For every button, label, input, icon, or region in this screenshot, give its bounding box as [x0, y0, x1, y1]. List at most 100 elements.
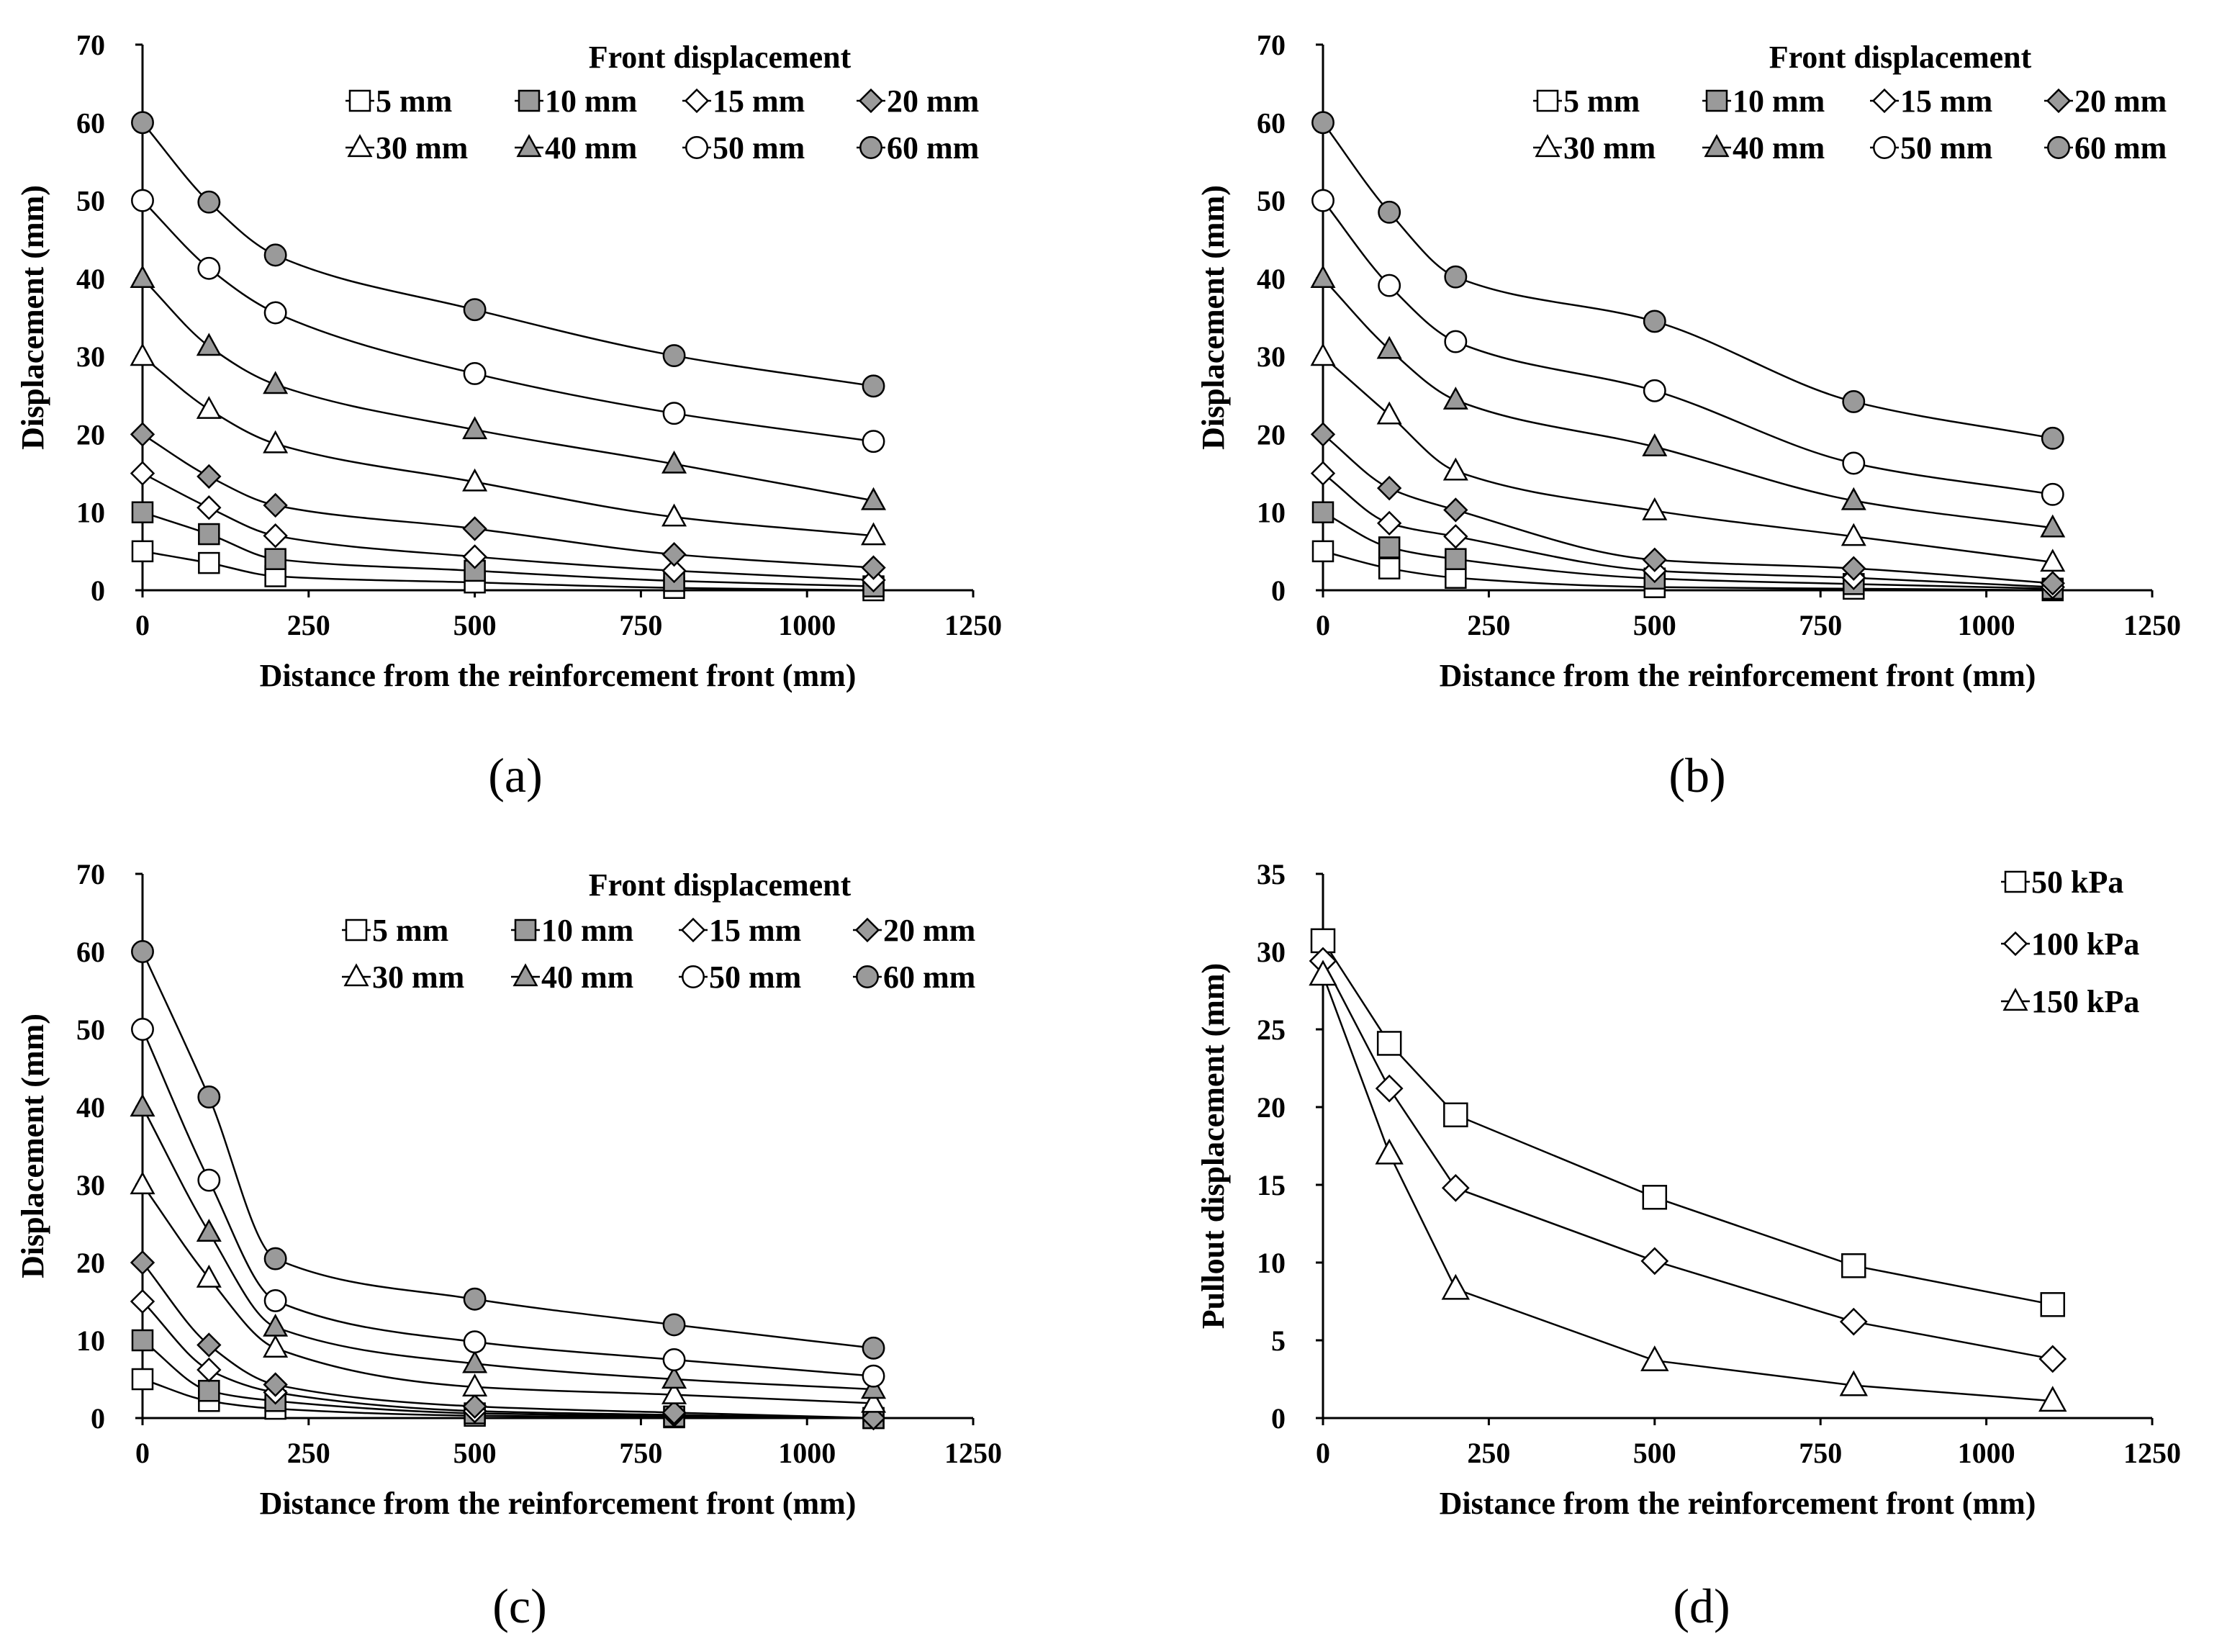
series-line	[141, 1029, 874, 1377]
legend-label: 20 mm	[883, 913, 975, 948]
data-point	[1841, 523, 1866, 546]
data-point	[661, 542, 687, 567]
series-100-kPa	[1309, 947, 2067, 1373]
data-point	[462, 516, 487, 541]
x-tick-label: 500	[453, 609, 497, 641]
panel-b: 0 10 20 30 40 50 60 70 0 250 500 750 1000 1250 Distanc…	[1196, 29, 2181, 803]
y-tick-label: 0	[1271, 1402, 1286, 1435]
data-point	[1443, 524, 1468, 549]
legend-label: 50 mm	[1900, 130, 1992, 166]
data-point	[1376, 510, 1402, 536]
data-point	[1642, 497, 1668, 520]
series-line	[141, 1106, 874, 1391]
data-point	[661, 1366, 687, 1389]
legend-label: 15 mm	[1900, 83, 1992, 119]
data-point	[1841, 487, 1866, 510]
data-point	[2040, 514, 2066, 538]
data-point	[462, 544, 487, 569]
y-tick-label: 0	[91, 574, 105, 607]
data-point	[661, 503, 687, 527]
data-point	[196, 396, 222, 419]
data-point	[661, 558, 687, 584]
data-point	[1311, 189, 1334, 212]
legend-marker	[518, 89, 541, 112]
data-point	[263, 523, 288, 549]
x-tick-label: 750	[1799, 609, 1842, 641]
y-tick-label: 15	[1257, 1169, 1286, 1201]
legend-marker	[2002, 988, 2028, 1011]
data-point	[263, 492, 288, 518]
legend-label: 30 mm	[372, 960, 464, 995]
y-tick-label: 10	[76, 1324, 105, 1357]
data-point	[263, 301, 287, 325]
legend-label: 10 mm	[541, 913, 633, 948]
legend-marker	[858, 88, 884, 114]
data-point	[1309, 960, 1337, 986]
data-point	[131, 1368, 154, 1391]
legend-label: 50 mm	[713, 130, 805, 166]
data-point	[2041, 482, 2064, 506]
legend-marker	[2002, 931, 2028, 957]
x-tick-label: 500	[1633, 1437, 1676, 1469]
y-tick-label: 40	[76, 1091, 105, 1124]
legend-label: 5 mm	[372, 913, 448, 948]
data-point	[2038, 1345, 2067, 1373]
data-point	[1310, 422, 1336, 447]
data-point	[1310, 343, 1336, 366]
data-point	[1643, 310, 1666, 333]
data-point	[130, 343, 155, 366]
series-30-mm	[1310, 343, 2066, 572]
x-tick-label: 250	[287, 609, 330, 641]
data-point	[1442, 387, 1468, 410]
legend-marker	[348, 89, 371, 112]
data-point	[197, 1332, 222, 1358]
legend: Front displacement 5 mm 10 mm 15 mm 20 mm 30 …	[1533, 40, 2167, 166]
data-point	[131, 1329, 154, 1352]
data-point	[661, 1400, 687, 1425]
y-tick-label: 60	[1257, 107, 1286, 139]
legend-label: 60 mm	[883, 960, 975, 995]
data-point	[861, 522, 887, 546]
data-point	[1376, 475, 1402, 501]
data-point	[263, 1372, 288, 1397]
data-point	[131, 1018, 154, 1041]
legend-marker	[345, 918, 368, 942]
data-point	[197, 464, 222, 489]
x-tick-label: 250	[1467, 609, 1510, 641]
data-point	[1444, 330, 1468, 353]
legend-label: 100 kPa	[2031, 926, 2139, 962]
series-50-mm	[131, 1018, 885, 1388]
legend-marker	[854, 917, 880, 943]
data-point	[1378, 536, 1401, 559]
data-point	[862, 1336, 885, 1360]
series-50-mm	[131, 189, 885, 453]
legend-label: 5 mm	[1563, 83, 1640, 119]
legend-marker	[2004, 870, 2027, 893]
data-point	[197, 190, 221, 214]
y-tick-label: 30	[1257, 340, 1286, 373]
legend-title: Front displacement	[589, 40, 852, 75]
panel-label: (a)	[488, 748, 542, 803]
x-tick-label: 1000	[778, 609, 836, 641]
y-tick-label: 20	[76, 418, 105, 451]
data-point	[662, 1348, 686, 1371]
data-point	[198, 1379, 220, 1402]
x-tick-label: 1250	[944, 1437, 1002, 1469]
data-point	[131, 501, 154, 523]
data-point	[662, 1313, 686, 1337]
legend-label: 15 mm	[709, 913, 801, 948]
y-tick-label: 50	[76, 1014, 105, 1046]
legend-label: 60 mm	[887, 130, 979, 166]
data-point	[1841, 556, 1866, 581]
legend-marker	[1705, 89, 1728, 112]
legend-marker	[1873, 136, 1896, 159]
y-tick-label: 70	[76, 29, 105, 61]
legend-label: 150 kPa	[2031, 984, 2139, 1019]
data-point	[130, 1288, 155, 1314]
data-point	[1642, 547, 1667, 572]
data-point	[263, 1313, 289, 1337]
data-point	[1311, 111, 1334, 135]
x-axis-title: Distance from the reinforcement front (m…	[1440, 1486, 2036, 1521]
data-point	[2040, 549, 2066, 572]
